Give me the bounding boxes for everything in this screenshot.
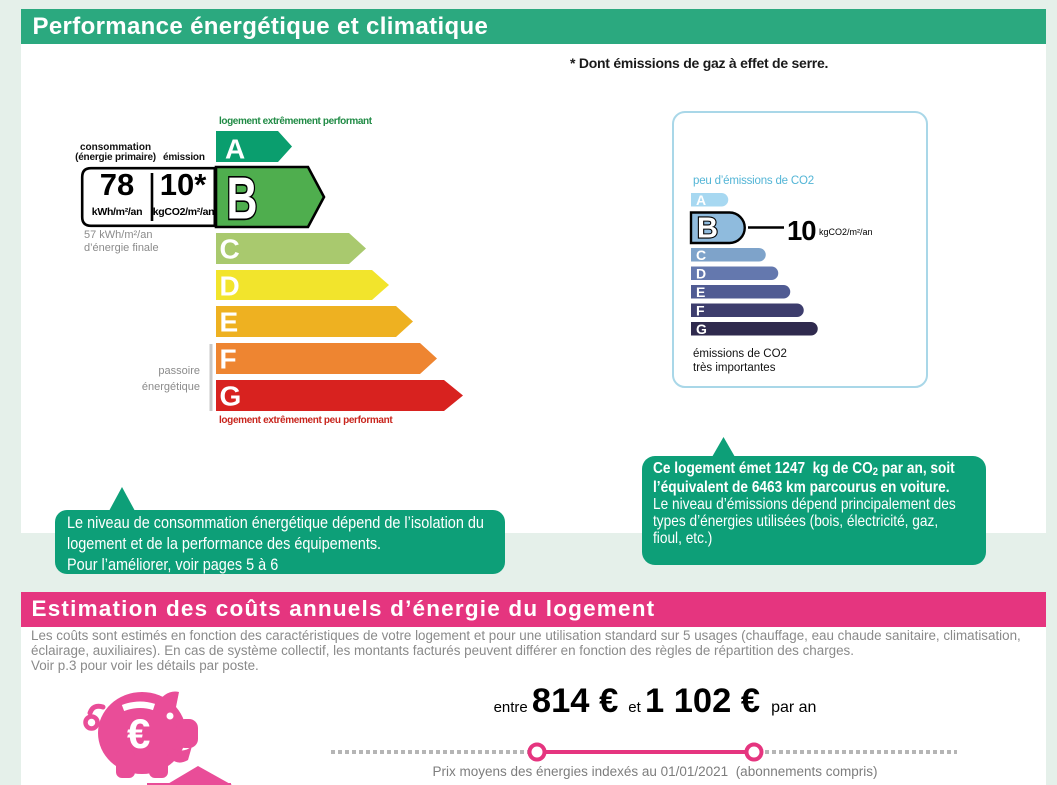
svg-text:C: C bbox=[696, 247, 706, 263]
svg-text:G: G bbox=[696, 321, 707, 337]
svg-text:D: D bbox=[220, 270, 240, 301]
svg-text:C: C bbox=[220, 234, 240, 265]
svg-text:A: A bbox=[696, 192, 706, 208]
svg-text:D: D bbox=[696, 265, 706, 281]
svg-text:G: G bbox=[220, 380, 242, 411]
svg-text:F: F bbox=[696, 302, 705, 318]
svg-text:B: B bbox=[697, 213, 718, 245]
svg-text:A: A bbox=[225, 134, 245, 165]
svg-text:B: B bbox=[227, 166, 258, 232]
svg-text:E: E bbox=[696, 284, 705, 300]
svg-text:E: E bbox=[220, 307, 239, 338]
svg-text:€: € bbox=[127, 710, 150, 757]
svg-text:F: F bbox=[220, 343, 237, 374]
